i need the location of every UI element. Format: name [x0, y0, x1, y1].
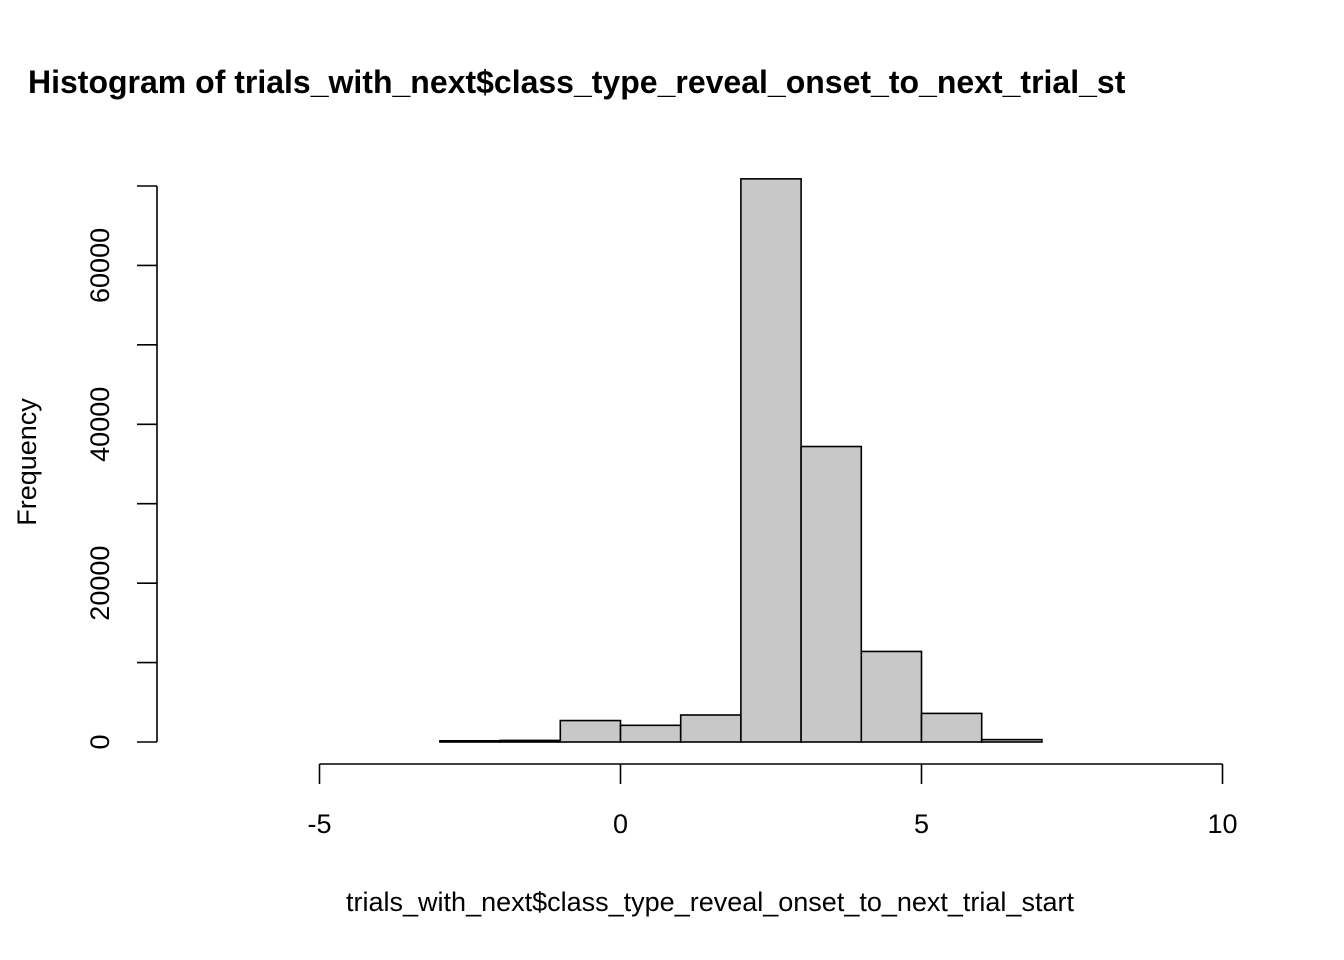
- histogram-bar: [619, 724, 682, 743]
- x-axis: -5 0 5 10: [307, 763, 1238, 839]
- bars-group: [439, 178, 1043, 743]
- x-tick-label: -5: [307, 809, 331, 839]
- x-tick-label: 10: [1207, 809, 1237, 839]
- histogram-bar: [740, 178, 802, 743]
- y-axis: 0 20000 40000 60000: [85, 185, 158, 750]
- histogram-bar: [980, 738, 1043, 743]
- y-axis-title: Frequency: [12, 398, 42, 526]
- histogram-bar: [679, 714, 742, 743]
- histogram-bar: [800, 445, 863, 743]
- histogram-bar: [920, 712, 983, 743]
- y-tick-label: 60000: [85, 228, 115, 303]
- x-tick-label: 0: [613, 809, 628, 839]
- histogram-bar: [860, 650, 923, 743]
- x-axis-title: trials_with_next$class_type_reveal_onset…: [346, 887, 1074, 917]
- y-tick-label: 40000: [85, 387, 115, 462]
- chart-title: Histogram of trials_with_next$class_type…: [28, 64, 1126, 100]
- histogram-bar: [439, 740, 501, 743]
- y-tick-label: 0: [85, 734, 115, 749]
- y-tick-label: 20000: [85, 546, 115, 621]
- histogram-bar: [499, 739, 562, 743]
- histogram-bar: [559, 719, 622, 743]
- x-tick-label: 5: [914, 809, 929, 839]
